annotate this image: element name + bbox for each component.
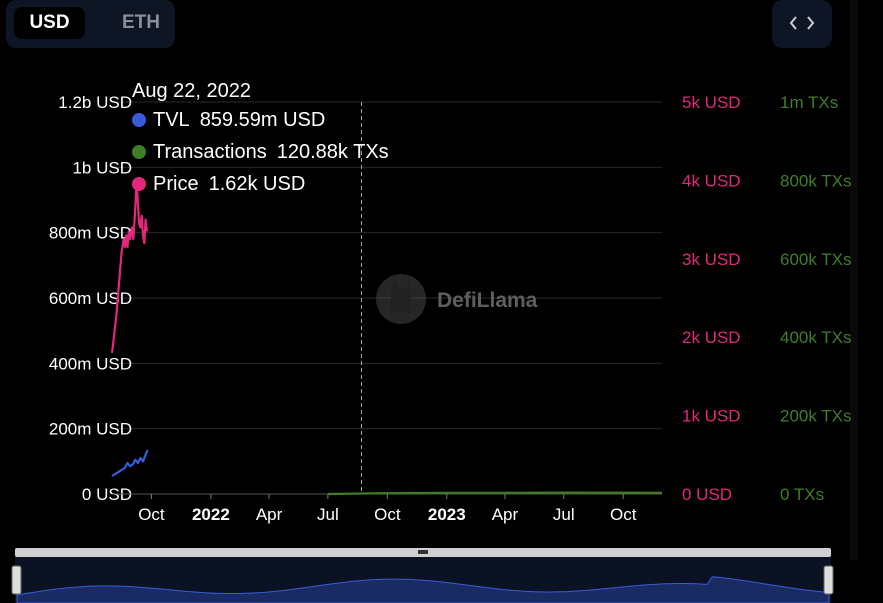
brush-left-handle[interactable] <box>11 565 22 595</box>
tvl-tick-label: 800m USD <box>49 224 132 243</box>
x-axis: Oct 2022 Apr Jul Oct 2023 Apr Jul Oct <box>112 493 662 524</box>
tooltip-price-label: Price <box>153 172 199 195</box>
currency-toggle: USD ETH <box>6 0 175 48</box>
tvl-tick-label: 400m USD <box>49 354 132 373</box>
x-tick-label: Apr <box>492 505 519 524</box>
price-legend-dot <box>132 177 146 191</box>
x-tick-label: Jul <box>553 505 575 524</box>
price-tick-label: 4k USD <box>682 171 741 190</box>
brush-right-handle[interactable] <box>823 565 834 595</box>
transactions-tick-label: 400k TXs <box>780 328 852 347</box>
price-tick-label: 1k USD <box>682 407 741 426</box>
tvl-tick-label: 0 USD <box>82 485 132 504</box>
price-axis: 0 USD 1k USD 2k USD 3k USD 4k USD 5k USD <box>682 93 741 504</box>
price-tick-label: 2k USD <box>682 328 741 347</box>
transactions-tick-label: 1m TXs <box>780 93 838 112</box>
time-range-brush[interactable] <box>11 548 834 603</box>
x-tick-label: 2022 <box>192 505 230 524</box>
tooltip-transactions-value: 120.88k TXs <box>276 140 389 163</box>
tooltip-tvl-value: 859.59m USD <box>199 108 326 131</box>
brush-grip-icon[interactable] <box>418 550 428 554</box>
watermark-text: DefiLlama <box>437 289 538 312</box>
x-tick-label: Oct <box>138 505 165 524</box>
page-scrollbar[interactable] <box>850 0 858 560</box>
x-tick-label: Apr <box>256 505 283 524</box>
code-icon <box>789 16 815 30</box>
transactions-tick-label: 200k TXs <box>780 407 852 426</box>
series-transactions-line <box>327 491 663 496</box>
tooltip-row-tvl: TVL 859.59m USD <box>132 104 389 136</box>
series-price-line <box>110 179 148 354</box>
x-tick-label: Jul <box>317 505 339 524</box>
tvl-legend-dot <box>132 113 146 127</box>
embed-code-button[interactable] <box>772 0 832 48</box>
transactions-legend-dot <box>132 145 146 159</box>
eth-toggle-button[interactable]: ETH <box>122 12 160 33</box>
price-tick-label: 5k USD <box>682 93 741 112</box>
tvl-axis: 0 USD 200m USD 400m USD 600m USD 800m USD 1b … <box>49 93 132 504</box>
price-tick-label: 3k USD <box>682 250 741 269</box>
series-tvl-line <box>111 449 149 477</box>
tvl-tick-label: 600m USD <box>49 289 132 308</box>
chart-tooltip: Aug 22, 2022 TVL 859.59m USD Transaction… <box>132 78 389 200</box>
tooltip-price-value: 1.62k USD <box>208 172 306 195</box>
defillama-watermark: DefiLlama <box>376 274 538 324</box>
tvl-tick-label: 1b USD <box>72 158 132 177</box>
brush-mini-tvl-line <box>16 576 830 603</box>
transactions-axis: 0 TXs 200k TXs 400k TXs 600k TXs 800k TXs 1m … <box>780 93 852 504</box>
tooltip-transactions-label: Transactions <box>153 140 267 163</box>
x-tick-label: Oct <box>610 505 637 524</box>
tvl-tick-label: 1.2b USD <box>58 93 132 112</box>
series-lines <box>110 179 663 496</box>
tooltip-row-transactions: Transactions 120.88k TXs <box>132 136 389 168</box>
tooltip-tvl-label: TVL <box>153 108 190 131</box>
x-tick-label: 2023 <box>428 505 466 524</box>
tooltip-date: Aug 22, 2022 <box>132 80 251 102</box>
tvl-tick-label: 200m USD <box>49 420 132 439</box>
transactions-tick-label: 0 TXs <box>780 485 824 504</box>
price-tick-label: 0 USD <box>682 485 732 504</box>
transactions-tick-label: 600k TXs <box>780 250 852 269</box>
transactions-tick-label: 800k TXs <box>780 171 852 190</box>
tooltip-row-price: Price 1.62k USD <box>132 168 389 200</box>
x-tick-label: Oct <box>374 505 401 524</box>
usd-toggle-button[interactable]: USD <box>14 7 85 39</box>
